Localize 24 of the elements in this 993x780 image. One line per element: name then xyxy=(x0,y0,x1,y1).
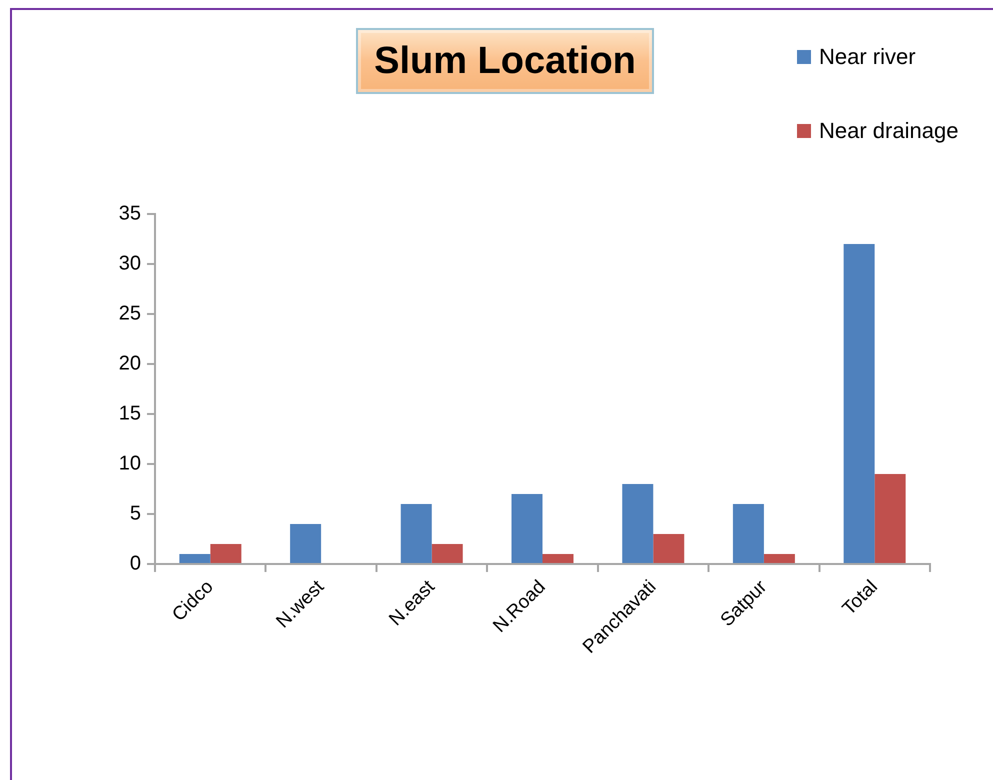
bar xyxy=(844,244,875,563)
bar xyxy=(653,534,684,563)
bar xyxy=(764,554,795,563)
legend-label: Near drainage xyxy=(819,118,958,144)
chart-title: Slum Location xyxy=(356,28,654,94)
bar xyxy=(622,484,654,563)
bar xyxy=(542,554,574,563)
bar xyxy=(512,494,542,563)
bar xyxy=(432,544,463,563)
y-tick-label: 15 xyxy=(118,402,141,425)
bar xyxy=(400,504,432,563)
y-tick-label: 10 xyxy=(118,452,141,475)
legend-label: Near river xyxy=(819,44,916,70)
y-tick-label: 0 xyxy=(130,552,141,575)
y-tick-label: 30 xyxy=(118,252,141,275)
y-tick-label: 20 xyxy=(118,352,141,375)
bar xyxy=(732,504,764,563)
bar xyxy=(179,554,210,563)
bar xyxy=(874,474,906,563)
y-tick-label: 35 xyxy=(118,202,141,225)
bar xyxy=(290,524,322,563)
y-tick-label: 5 xyxy=(130,502,141,525)
bar xyxy=(210,544,242,563)
y-tick-label: 25 xyxy=(118,302,141,325)
